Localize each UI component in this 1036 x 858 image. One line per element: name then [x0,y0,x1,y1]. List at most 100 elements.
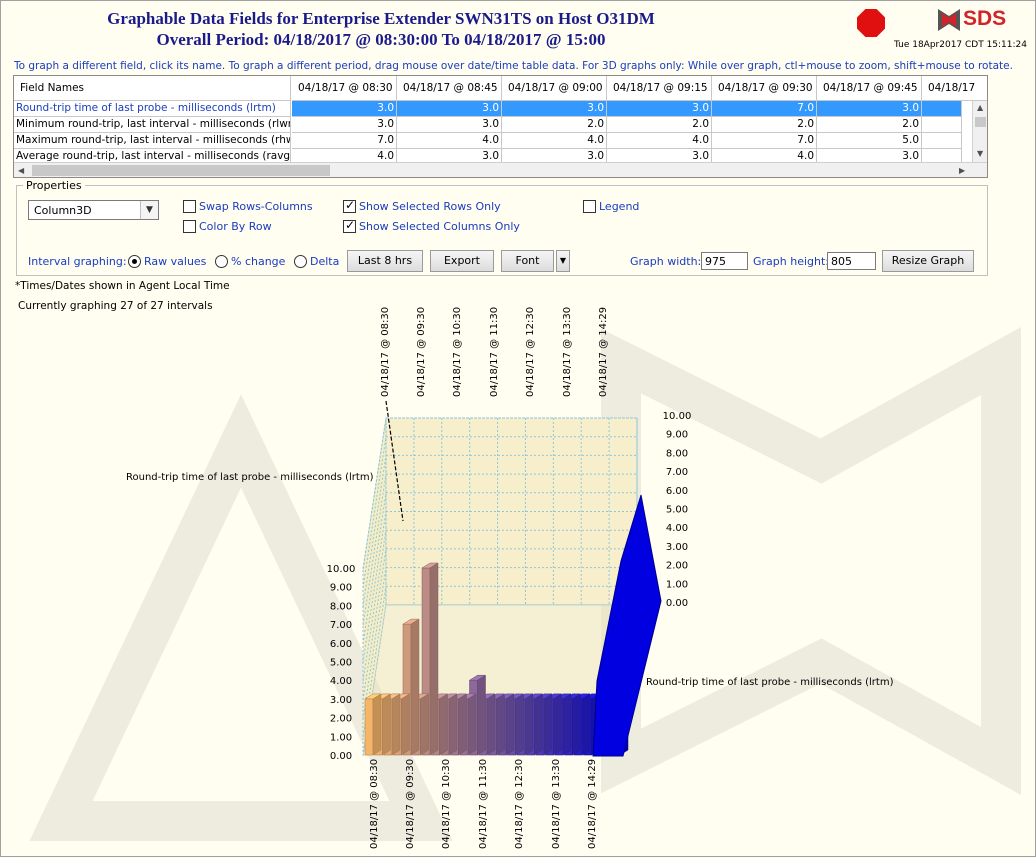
table-cell[interactable]: 3.0 [292,101,397,117]
table-row-name[interactable]: Minimum round-trip, last interval - mill… [14,117,291,133]
resize-graph-button[interactable]: Resize Graph [882,250,974,272]
graph-height-input[interactable]: 805 [827,252,876,270]
show-selected-rows-checkbox[interactable] [343,198,356,213]
y-tick-label-right: 4.00 [666,523,688,534]
column-header[interactable]: 04/18/17 @ 08:45 [397,76,502,101]
table-cell[interactable]: 4.0 [397,133,502,149]
font-dropdown-icon[interactable]: ▼ [556,250,570,272]
y-tick-label-right: 8.00 [666,448,688,459]
x-tick-label-top: 04/18/17 @ 13:30 [562,307,573,397]
table-row-name[interactable]: Round-trip time of last probe - millisec… [14,101,291,117]
table-cell[interactable]: 2.0 [502,117,607,133]
chart-labels: 0.00 1.00 2.00 3.00 4.00 5.00 6.00 7.00 8.00 9.00… [126,307,894,849]
table-cell[interactable]: 3.0 [817,101,922,117]
x-tick-label-bottom: 04/18/17 @ 11:30 [478,759,489,849]
datestamp: Tue 18Apr2017 CDT 15:11:24 [893,40,1027,50]
table-cell[interactable]: 4.0 [502,133,607,149]
series-label-left: Round-trip time of last probe - millisec… [126,472,374,483]
horizontal-scrollbar[interactable]: ◀ ▶ [14,162,987,177]
table-cell[interactable] [922,133,962,149]
column-header[interactable]: 04/18/17 @ 09:15 [607,76,712,101]
watermark-logo [29,327,1021,841]
data-table: Field Names 04/18/17 @ 08:30 04/18/17 @ 0… [13,75,988,178]
table-cell[interactable]: 3.0 [502,101,607,117]
table-cell[interactable] [922,117,962,133]
chart-bar[interactable] [421,562,439,756]
stop-sign-icon[interactable] [857,9,885,37]
scroll-left-icon[interactable]: ◀ [18,166,25,175]
table-cell[interactable]: 7.0 [292,133,397,149]
y-tick-label-left: 4.00 [330,676,352,687]
window-title-line2: Overall Period: 04/18/2017 @ 08:30:00 To… [156,30,606,49]
scroll-down-icon[interactable]: ▼ [977,149,984,158]
column3d-chart[interactable]: 0.00 1.00 2.00 3.00 4.00 5.00 6.00 7.00 8.00 9.00… [1,301,1036,858]
column-header[interactable]: 04/18/17 @ 09:45 [817,76,922,101]
table-cell[interactable]: 7.0 [712,101,817,117]
last-8-hrs-button[interactable]: Last 8 hrs [347,250,423,272]
y-tick-label-left: 5.00 [330,658,352,669]
chart-type-select[interactable]: Column3D ▼ [28,200,159,220]
column-header[interactable]: 04/18/17 @ 09:00 [502,76,607,101]
table-cell[interactable]: 4.0 [607,133,712,149]
swap-rows-columns-label[interactable]: Swap Rows-Columns [199,200,313,213]
delta-label[interactable]: Delta [310,255,340,268]
x-tick-label-top: 04/18/17 @ 09:30 [416,307,427,397]
x-tick-label-bottom: 04/18/17 @ 08:30 [369,759,380,849]
table-cell[interactable]: 2.0 [607,117,712,133]
raw-values-label[interactable]: Raw values [144,255,207,268]
y-tick-label-left: 7.00 [330,620,352,631]
table-cell[interactable]: 5.0 [817,133,922,149]
legend-label[interactable]: Legend [599,200,640,213]
table-cell[interactable]: 2.0 [817,117,922,133]
chart-bar[interactable] [364,693,382,756]
graph-width-input[interactable]: 975 [701,252,748,270]
vertical-scrollbar[interactable]: ▲ ▼ [972,101,987,162]
font-button[interactable]: Font [501,250,554,272]
show-selected-rows-label[interactable]: Show Selected Rows Only [359,200,501,213]
y-tick-label-left: 0.00 [330,751,352,762]
x-tick-label-top: 04/18/17 @ 14:29 [598,307,609,397]
table-cell[interactable]: 3.0 [397,101,502,117]
chevron-down-icon[interactable]: ▼ [140,201,158,219]
swap-rows-columns-checkbox[interactable] [183,200,196,213]
chart-type-value: Column3D [34,204,92,217]
scroll-right-icon[interactable]: ▶ [959,166,966,175]
column-header[interactable]: 04/18/17 [922,76,987,101]
chart-bar[interactable] [402,618,420,756]
properties-group [16,185,988,276]
y-tick-label-right: 0.00 [666,598,688,609]
export-button[interactable]: Export [430,250,494,272]
y-tick-label-right: 6.00 [666,486,688,497]
table-cell[interactable]: 3.0 [397,117,502,133]
table-cell[interactable]: 2.0 [712,117,817,133]
scroll-up-icon[interactable]: ▲ [977,103,984,112]
x-tick-label-top: 04/18/17 @ 10:30 [452,307,463,397]
delta-radio[interactable] [294,255,307,268]
percent-change-label[interactable]: % change [231,255,286,268]
show-selected-columns-checkbox[interactable] [343,218,356,233]
color-by-row-checkbox[interactable] [183,220,196,233]
hscroll-thumb[interactable] [32,165,330,176]
x-tick-label-bottom: 04/18/17 @ 09:30 [405,759,416,849]
scroll-thumb[interactable] [975,117,986,127]
color-by-row-label[interactable]: Color By Row [199,220,272,233]
graph-width-label: Graph width: [630,255,702,268]
x-tick-label-top: 04/18/17 @ 12:30 [525,307,536,397]
table-row-name[interactable]: Maximum round-trip, last interval - mill… [14,133,291,149]
legend-checkbox[interactable] [583,200,596,213]
currently-graphing-text: Currently graphing 27 of 27 intervals [18,300,213,312]
column-header[interactable]: 04/18/17 @ 08:30 [292,76,397,101]
table-cell[interactable] [922,101,962,117]
y-tick-label-right: 9.00 [666,430,688,441]
x-tick-label-bottom: 04/18/17 @ 13:30 [551,759,562,849]
table-cell[interactable]: 3.0 [607,101,712,117]
table-cell[interactable]: 7.0 [712,133,817,149]
raw-values-radio[interactable] [128,255,141,268]
x-tick-label-top: 04/18/17 @ 08:30 [380,307,391,397]
y-tick-label-left: 2.00 [330,714,352,725]
column-header[interactable]: 04/18/17 @ 09:30 [712,76,817,101]
table-cell[interactable]: 3.0 [292,117,397,133]
percent-change-radio[interactable] [215,255,228,268]
y-tick-label-left: 3.00 [330,695,352,706]
show-selected-columns-label[interactable]: Show Selected Columns Only [359,220,520,233]
